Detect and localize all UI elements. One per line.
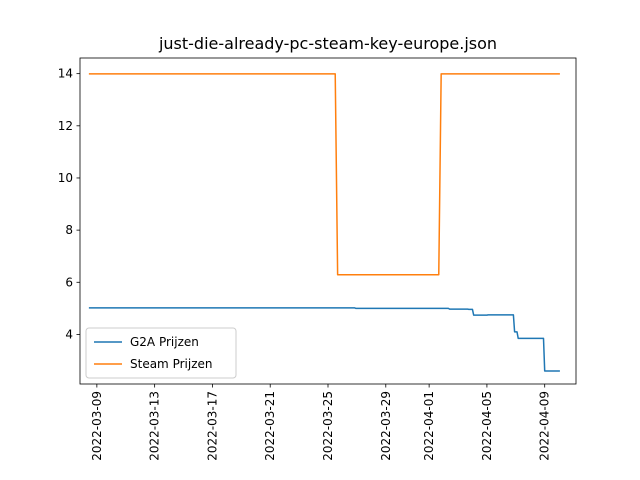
y-tick-label: 14	[58, 67, 73, 81]
x-tick-label: 2022-04-05	[480, 391, 494, 461]
x-tick-label: 2022-03-09	[90, 391, 104, 461]
y-tick-label: 8	[65, 223, 73, 237]
x-tick-label: 2022-03-25	[321, 391, 335, 461]
y-tick-label: 6	[65, 275, 73, 289]
series-line-1	[88, 307, 560, 372]
x-tick-label: 2022-04-01	[422, 391, 436, 461]
chart-title: just-die-already-pc-steam-key-europe.jso…	[158, 34, 497, 53]
x-tick-label: 2022-03-13	[148, 391, 162, 461]
x-tick-label: 2022-04-09	[538, 391, 552, 461]
x-tick-label: 2022-03-17	[205, 391, 219, 461]
y-tick-label: 4	[65, 327, 73, 341]
x-tick-label: 2022-03-21	[263, 391, 277, 461]
legend-label-1: G2A Prijzen	[130, 335, 199, 349]
legend-box	[85, 327, 237, 379]
y-tick-label: 12	[58, 119, 73, 133]
y-tick-label: 10	[58, 171, 73, 185]
legend-label-2: Steam Prijzen	[130, 357, 212, 371]
legend: G2A Prijzen Steam Prijzen	[85, 327, 237, 379]
series-line-2	[88, 73, 560, 276]
plot-area: 4 6 8 10 12 14 2022-03-09 2022-03-13 2022-03-17 2…	[58, 57, 577, 461]
x-tick-label: 2022-03-29	[379, 391, 393, 461]
